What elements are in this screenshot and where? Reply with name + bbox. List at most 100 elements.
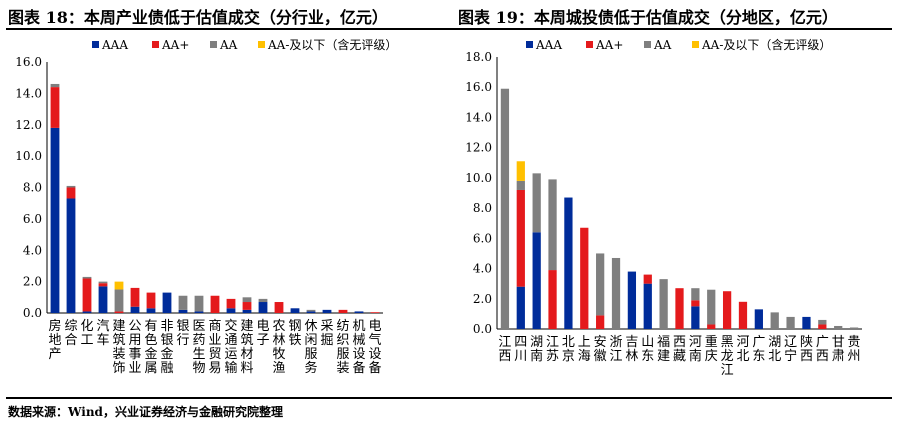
y-tick-label: 12.0 <box>465 141 492 155</box>
legend-label: AAA <box>101 38 128 52</box>
x-tick-label: 物 <box>192 361 205 376</box>
header-rule <box>6 28 892 30</box>
x-tick-label: 肃 <box>832 349 845 364</box>
y-tick-label: 10.0 <box>15 149 42 163</box>
x-tick-label: 装 <box>112 347 125 362</box>
y-tick-label: 18.0 <box>465 50 492 64</box>
x-tick-label: 贵 <box>848 335 861 350</box>
x-tick-label: 行 <box>176 333 189 348</box>
x-tick-label: 用 <box>128 333 141 348</box>
x-tick-label: 广 <box>816 335 829 350</box>
bar-region-6-1 <box>596 315 605 329</box>
x-tick-label: 易 <box>208 361 221 376</box>
x-tick-label: 金 <box>160 346 173 362</box>
bar-industry-16-0 <box>306 311 316 313</box>
x-tick-label: 掘 <box>320 333 333 348</box>
legend-swatch <box>152 41 159 48</box>
bar-region-21-2 <box>834 325 843 329</box>
x-tick-label: 建 <box>112 319 125 334</box>
x-tick-label: 浙 <box>610 335 623 350</box>
x-tick-label: 贸 <box>208 347 221 362</box>
legend-swatch <box>210 41 217 48</box>
y-tick-label: 10.0 <box>465 171 492 185</box>
x-tick-label: 服 <box>304 347 317 362</box>
bar-region-1-2 <box>516 180 525 190</box>
y-tick-label: 2.0 <box>23 275 42 289</box>
x-tick-label: 甘 <box>832 335 845 350</box>
bar-region-7-2 <box>611 257 621 329</box>
bar-industry-4-2 <box>114 289 124 312</box>
x-tick-label: 铁 <box>288 333 301 348</box>
bar-industry-8-0 <box>178 309 188 313</box>
x-tick-label: 河 <box>736 335 749 350</box>
x-tick-label: 休 <box>304 319 317 334</box>
x-tick-label: 南 <box>530 348 543 364</box>
bar-region-22-2 <box>849 327 859 329</box>
bar-region-20-2 <box>818 319 827 325</box>
bar-industry-14-1 <box>274 302 284 313</box>
x-tick-label: 渔 <box>272 361 285 376</box>
bar-region-12-1 <box>691 300 700 307</box>
legend-swatch <box>258 41 265 48</box>
x-tick-label: 西 <box>673 335 686 350</box>
bar-industry-6-0 <box>146 308 156 313</box>
x-tick-label: 农 <box>272 319 285 334</box>
x-tick-label: 安 <box>594 335 607 350</box>
legend-swatch <box>92 41 99 48</box>
bar-industry-19-0 <box>354 311 364 313</box>
x-tick-label: 气 <box>368 332 381 348</box>
bar-industry-2-0 <box>82 311 92 313</box>
bar-region-1-3 <box>516 161 525 181</box>
bar-industry-0-0 <box>50 127 60 313</box>
y-tick-label: 0.0 <box>23 306 42 320</box>
x-tick-label: 徽 <box>594 349 607 364</box>
x-tick-label: 黑 <box>721 335 734 350</box>
bar-industry-16-2 <box>306 309 316 312</box>
x-tick-label: 属 <box>144 361 157 376</box>
x-tick-label: 筑 <box>112 332 125 348</box>
x-tick-label: 林 <box>272 333 285 348</box>
x-tick-label: 产 <box>48 347 61 362</box>
x-tick-label: 川 <box>514 349 527 364</box>
x-tick-label: 北 <box>562 335 575 350</box>
bar-industry-7-0 <box>162 292 172 313</box>
bar-industry-12-2 <box>242 297 252 303</box>
x-tick-label: 融 <box>160 361 173 376</box>
x-tick-label: 辽 <box>784 335 797 350</box>
x-tick-label: 海 <box>578 349 591 364</box>
bar-industry-2-2 <box>82 276 92 279</box>
x-tick-label: 色 <box>144 332 157 348</box>
bar-industry-0-2 <box>50 83 60 88</box>
bar-region-3-1 <box>548 270 557 329</box>
bar-region-14-1 <box>722 291 732 329</box>
bar-industry-1-0 <box>66 198 76 313</box>
legend-swatch <box>644 41 651 48</box>
bar-region-1-1 <box>516 189 525 287</box>
bar-industry-12-0 <box>242 309 252 313</box>
x-tick-label: 苏 <box>546 348 559 364</box>
legend-swatch <box>526 41 533 48</box>
x-tick-label: 汽 <box>96 319 109 334</box>
x-tick-label: 东 <box>752 349 765 364</box>
y-tick-label: 12.0 <box>15 118 42 132</box>
x-tick-label: 河 <box>689 335 702 350</box>
x-tick-label: 备 <box>368 360 381 376</box>
x-tick-label: 庆 <box>705 349 718 364</box>
x-tick-label: 综 <box>64 319 77 334</box>
x-tick-label: 有 <box>144 319 157 334</box>
bar-region-11-1 <box>675 288 684 329</box>
x-tick-label: 饰 <box>112 361 125 376</box>
x-tick-label: 化 <box>80 319 93 334</box>
bar-industry-12-1 <box>242 302 252 310</box>
bar-region-17-2 <box>770 312 779 329</box>
x-tick-label: 湖 <box>768 335 781 350</box>
x-tick-label: 林 <box>625 349 638 364</box>
bar-region-2-0 <box>532 232 541 329</box>
x-tick-label: 江 <box>610 349 623 364</box>
y-tick-label: 8.0 <box>473 201 492 215</box>
x-tick-label: 料 <box>240 361 253 376</box>
bar-region-13-2 <box>707 289 716 325</box>
x-tick-label: 银 <box>160 333 173 348</box>
bar-industry-11-1 <box>226 298 236 309</box>
